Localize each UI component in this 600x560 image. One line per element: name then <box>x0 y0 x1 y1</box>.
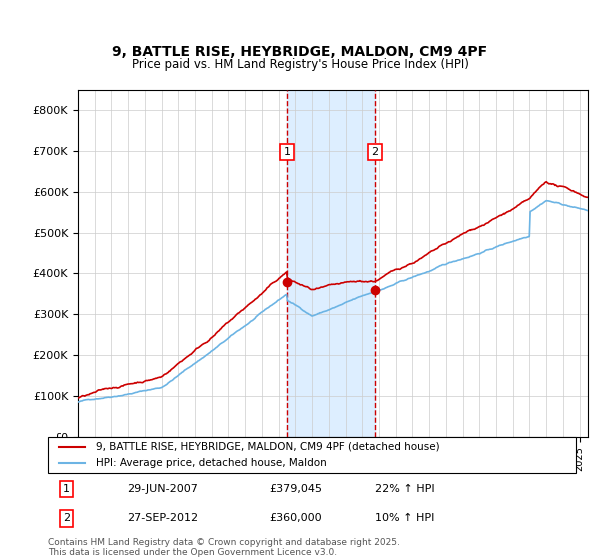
Text: 10% ↑ HPI: 10% ↑ HPI <box>376 514 435 524</box>
Text: Contains HM Land Registry data © Crown copyright and database right 2025.
This d: Contains HM Land Registry data © Crown c… <box>48 538 400 557</box>
Text: £360,000: £360,000 <box>270 514 322 524</box>
Text: 2: 2 <box>371 147 378 157</box>
Text: 9, BATTLE RISE, HEYBRIDGE, MALDON, CM9 4PF (detached house): 9, BATTLE RISE, HEYBRIDGE, MALDON, CM9 4… <box>95 442 439 452</box>
Text: HPI: Average price, detached house, Maldon: HPI: Average price, detached house, Mald… <box>95 458 326 468</box>
Text: 29-JUN-2007: 29-JUN-2007 <box>127 484 198 494</box>
Text: 22% ↑ HPI: 22% ↑ HPI <box>376 484 435 494</box>
Text: 1: 1 <box>283 147 290 157</box>
FancyBboxPatch shape <box>48 437 576 473</box>
Text: Price paid vs. HM Land Registry's House Price Index (HPI): Price paid vs. HM Land Registry's House … <box>131 58 469 71</box>
Text: 27-SEP-2012: 27-SEP-2012 <box>127 514 199 524</box>
Bar <box>287 90 374 437</box>
Text: £379,045: £379,045 <box>270 484 323 494</box>
Text: 2: 2 <box>63 514 70 524</box>
Text: 9, BATTLE RISE, HEYBRIDGE, MALDON, CM9 4PF: 9, BATTLE RISE, HEYBRIDGE, MALDON, CM9 4… <box>112 45 488 59</box>
Text: 1: 1 <box>63 484 70 494</box>
